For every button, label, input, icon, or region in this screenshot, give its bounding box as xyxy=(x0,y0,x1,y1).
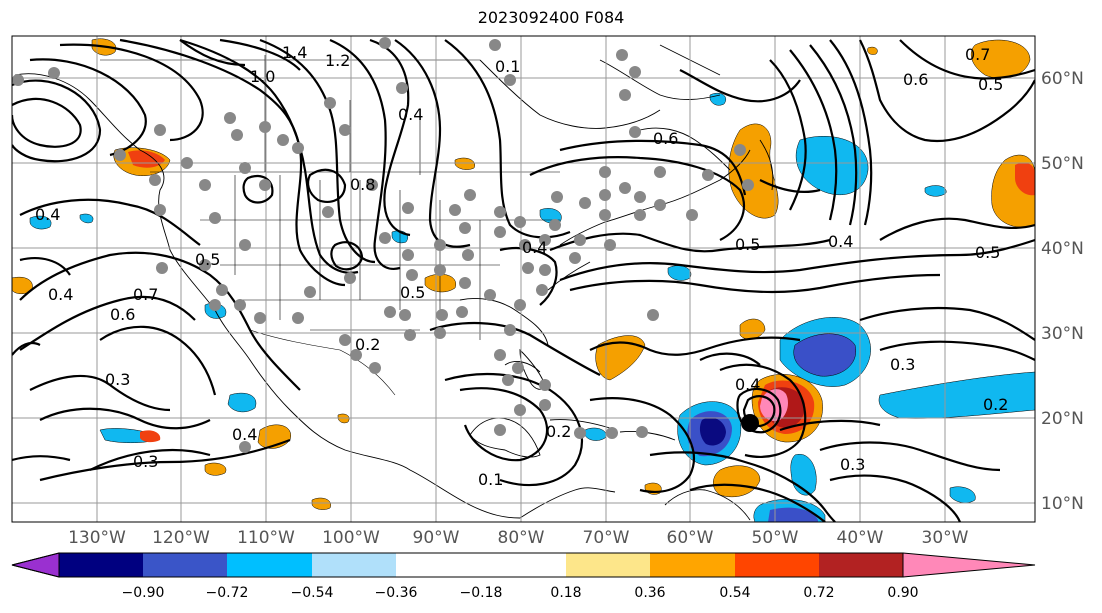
contour-label: 1.2 xyxy=(325,51,350,70)
latitude-ticks: 60°N 50°N 40°N 30°N 20°N 10°N xyxy=(1041,69,1084,514)
colorbar-tick: 0.18 xyxy=(550,585,581,601)
contour-label: 0.1 xyxy=(495,57,520,76)
colorbar-high-extension xyxy=(903,553,1035,577)
lon-tick: 70°W xyxy=(583,528,630,548)
colorbar-tick: −0.36 xyxy=(375,585,418,601)
colorbar-segment xyxy=(143,553,227,577)
contour-label: 0.6 xyxy=(653,129,678,148)
lon-tick: 60°W xyxy=(667,528,714,548)
colorbar-segment xyxy=(819,553,903,577)
colorbar-segment xyxy=(227,553,312,577)
colorbar-tick: −0.90 xyxy=(122,585,165,601)
lon-tick: 80°W xyxy=(498,528,545,548)
contour-label: 0.3 xyxy=(890,355,915,374)
contour-label: 0.4 xyxy=(35,205,60,224)
colorbar-tick: 0.54 xyxy=(719,585,750,601)
contour-label: 0.5 xyxy=(735,235,760,254)
contour-lines xyxy=(12,38,1035,522)
lon-tick: 110°W xyxy=(237,528,295,548)
contour-label: 1.0 xyxy=(250,67,275,86)
contour-label: 0.5 xyxy=(975,243,1000,262)
colorbar-ticks: −0.90 −0.72 −0.54 −0.36 −0.18 0.18 0.36 … xyxy=(122,585,919,601)
contour-label: 0.6 xyxy=(110,305,135,324)
colorbar-tick: −0.54 xyxy=(291,585,334,601)
contour-label: 0.4 xyxy=(232,425,257,444)
colorbar-segment xyxy=(566,553,650,577)
colorbar-tick: −0.72 xyxy=(206,585,249,601)
lon-tick: 90°W xyxy=(413,528,460,548)
contour-label: 0.3 xyxy=(840,455,865,474)
colorbar xyxy=(11,552,1036,578)
contour-label: 0.4 xyxy=(48,285,73,304)
colorbar-tick: 0.36 xyxy=(634,585,665,601)
colorbar-segment xyxy=(735,553,819,577)
colorbar-segment xyxy=(59,553,143,577)
lat-tick: 40°N xyxy=(1041,239,1084,259)
lon-tick: 130°W xyxy=(68,528,126,548)
colorbar-tick: 0.90 xyxy=(887,585,918,601)
map-title: 2023092400 F084 xyxy=(477,8,625,27)
contour-label: 0.5 xyxy=(978,75,1003,94)
storm-center-marker xyxy=(741,414,759,432)
map-frame xyxy=(11,35,1036,523)
contour-label: 1.4 xyxy=(282,43,307,62)
lat-tick: 30°N xyxy=(1041,324,1084,344)
colorbar-segment xyxy=(481,553,566,577)
contour-label: 0.2 xyxy=(546,422,571,441)
colorbar-segment xyxy=(312,553,396,577)
colorbar-low-extension xyxy=(11,552,60,578)
contour-label: 0.4 xyxy=(828,232,853,251)
lon-tick: 50°W xyxy=(752,528,799,548)
contour-label: 0.2 xyxy=(355,335,380,354)
contour-label: 0.4 xyxy=(522,238,547,257)
colorbar-segment xyxy=(396,553,481,577)
contour-label: 0.4 xyxy=(398,105,423,124)
lon-tick: 120°W xyxy=(152,528,210,548)
lat-tick: 10°N xyxy=(1041,494,1084,514)
colorbar-tick: −0.18 xyxy=(460,585,503,601)
contour-label: 0.3 xyxy=(133,452,158,471)
longitude-ticks: 130°W 120°W 110°W 100°W 90°W 80°W 70°W 6… xyxy=(68,528,969,548)
contour-label: 0.8 xyxy=(350,175,375,194)
lat-tick: 50°N xyxy=(1041,154,1084,174)
lon-tick: 30°W xyxy=(922,528,969,548)
contour-label-group: 1.4 1.2 1.0 0.1 0.4 0.6 0.8 0.4 0.5 0.5 … xyxy=(35,43,1008,489)
contour-label: 0.5 xyxy=(195,250,220,269)
contour-label: 0.3 xyxy=(105,370,130,389)
borders xyxy=(100,55,560,396)
contour-label: 0.7 xyxy=(965,45,990,64)
colorbar-segment xyxy=(650,553,735,577)
contour-label: 0.7 xyxy=(133,285,158,304)
station-dots xyxy=(12,37,754,453)
contour-label: 0.4 xyxy=(735,375,760,394)
lat-tick: 60°N xyxy=(1041,69,1084,89)
lon-tick: 40°W xyxy=(837,528,884,548)
contour-label: 0.5 xyxy=(400,283,425,302)
contour-label: 0.1 xyxy=(478,470,503,489)
contour-label: 0.2 xyxy=(983,395,1008,414)
lat-tick: 20°N xyxy=(1041,409,1084,429)
contour-label: 0.6 xyxy=(903,70,928,89)
lon-tick: 100°W xyxy=(322,528,380,548)
colorbar-tick: 0.72 xyxy=(803,585,834,601)
